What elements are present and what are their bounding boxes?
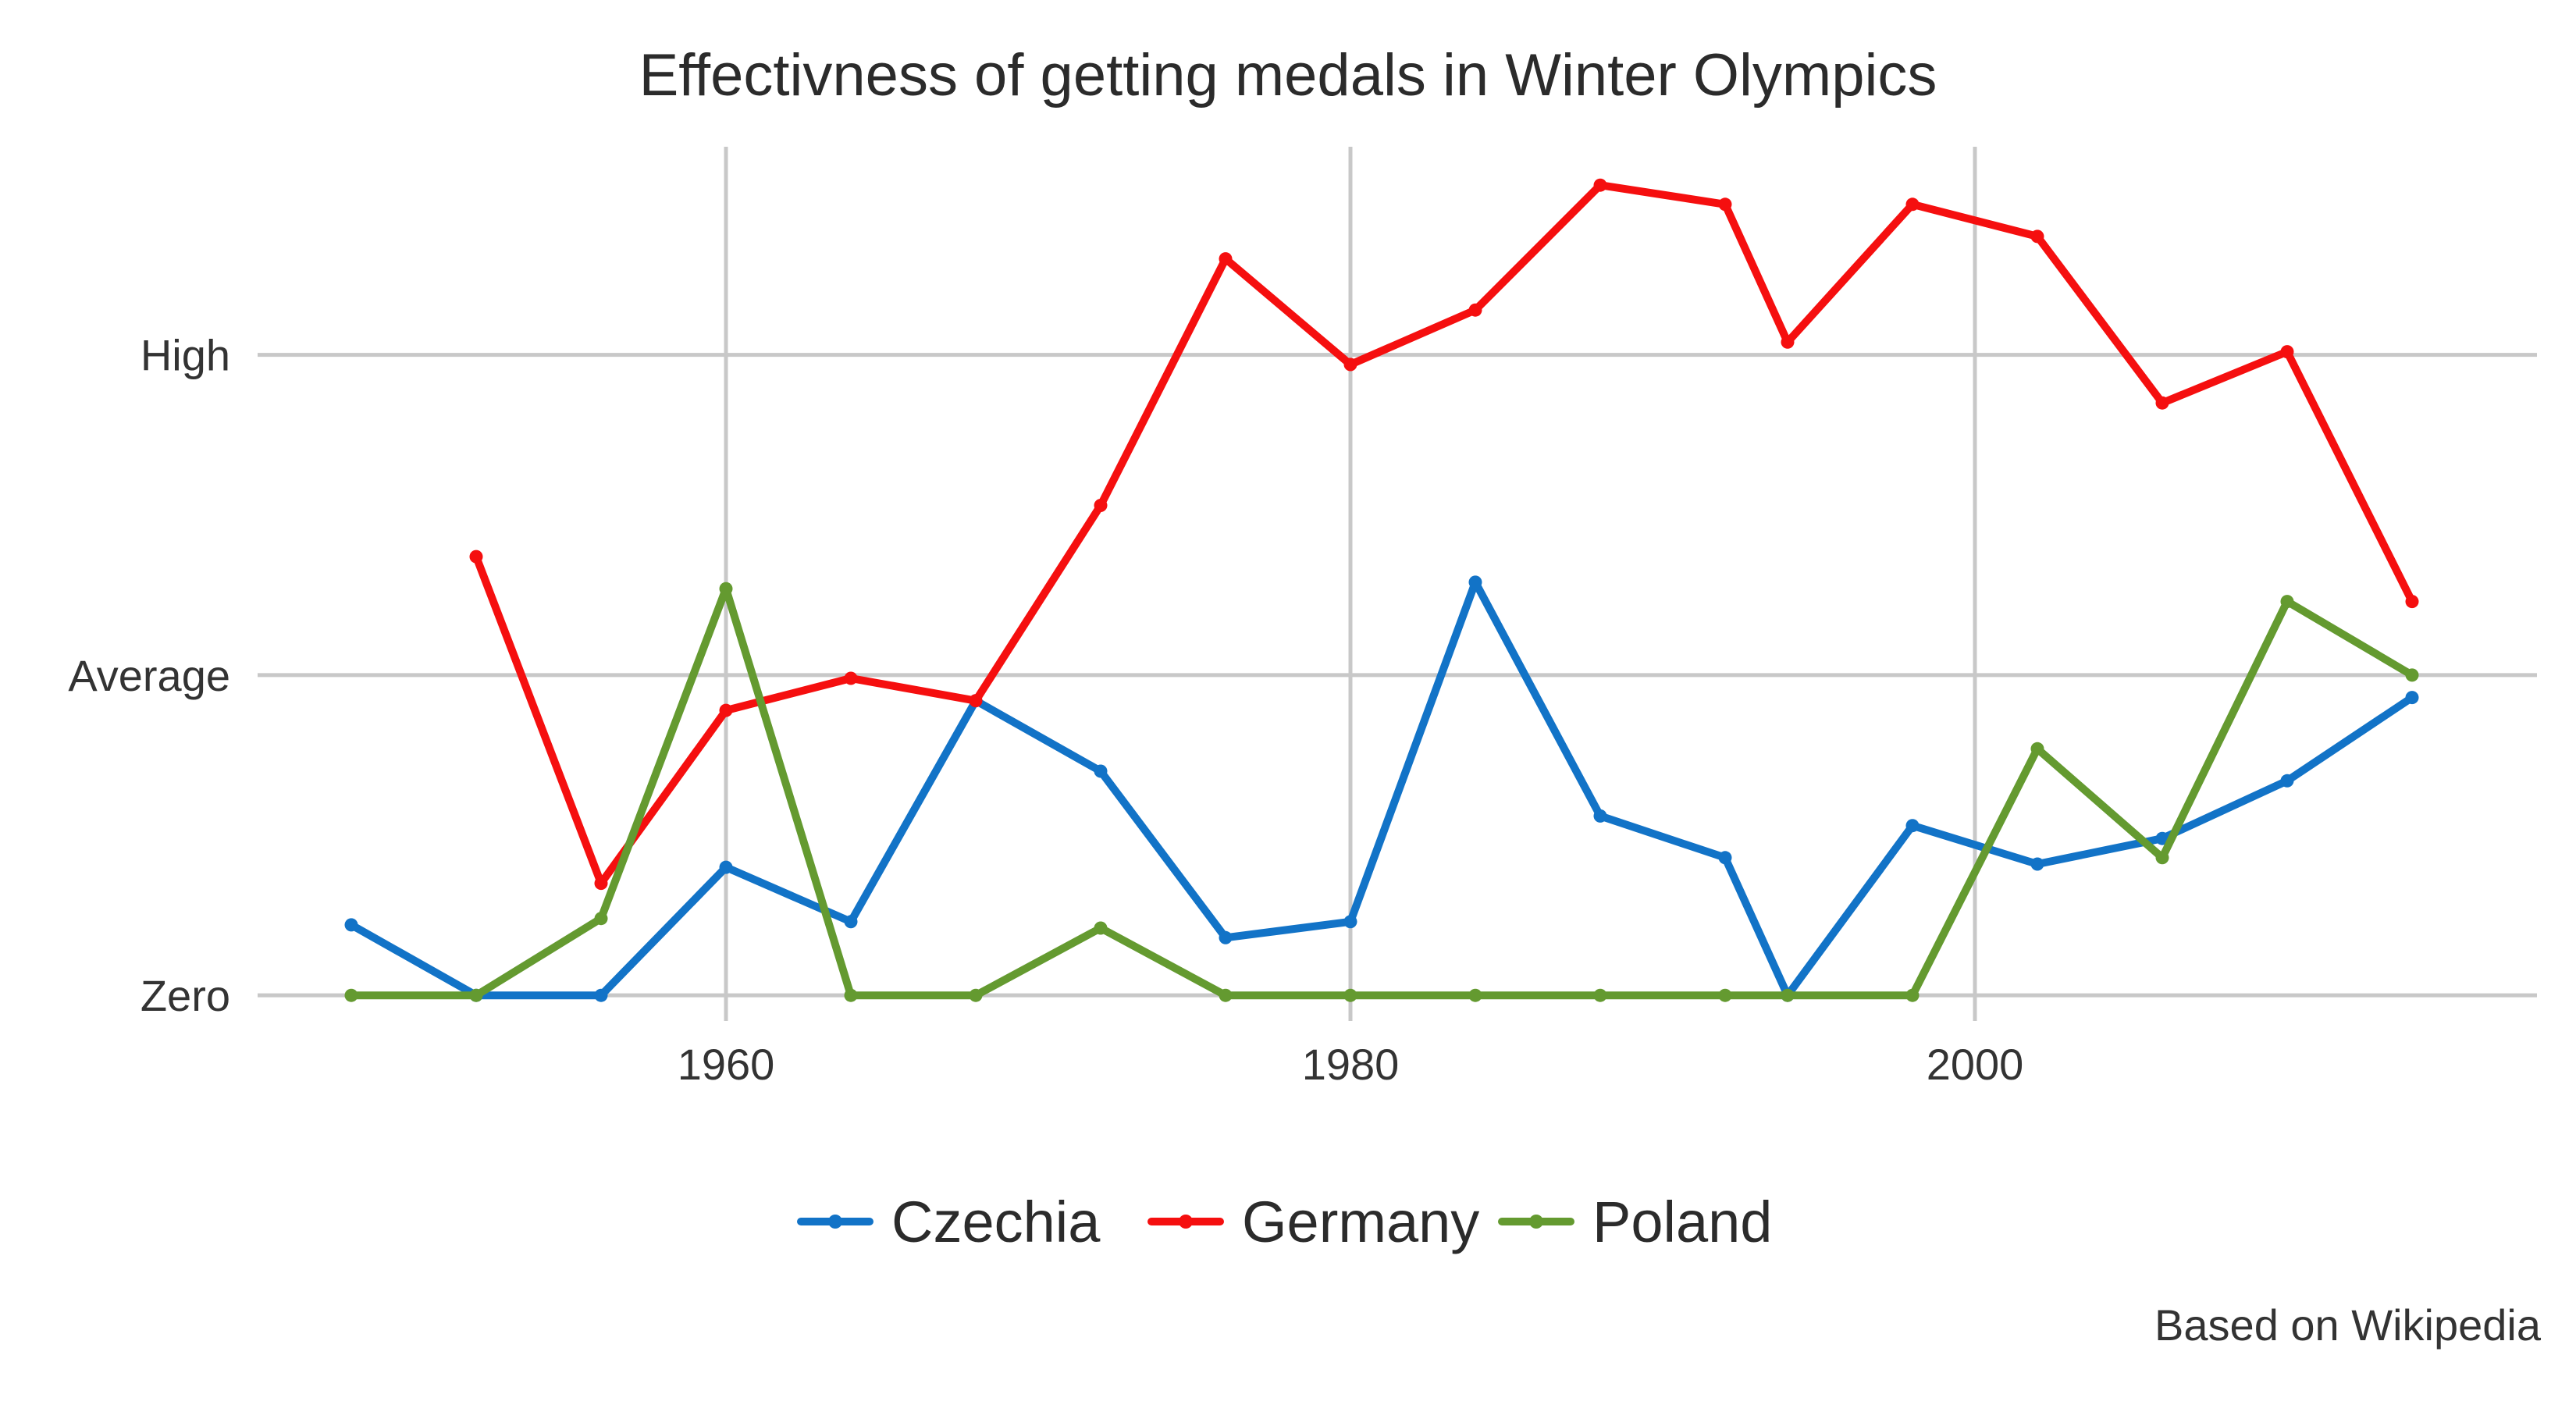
data-point-germany	[1343, 357, 1357, 372]
data-point-germany	[719, 703, 733, 717]
x-axis-tick-labels: 1960 1980 2000	[678, 1040, 2024, 1089]
data-point-germany	[2405, 595, 2419, 609]
data-point-poland	[2280, 595, 2294, 609]
legend-item-poland: Poland	[1498, 1190, 1772, 1254]
data-point-poland	[1094, 921, 1108, 935]
data-point-germany	[2280, 345, 2294, 359]
data-point-poland	[1468, 988, 1482, 1002]
legend-item-czechia: Czechia	[797, 1190, 1101, 1254]
data-point-germany	[969, 694, 983, 708]
data-point-poland	[1718, 988, 1732, 1002]
data-point-czechia	[1219, 930, 1233, 944]
data-point-poland	[2405, 668, 2419, 682]
data-point-germany	[2155, 396, 2169, 410]
data-point-czechia	[1468, 575, 1482, 589]
data-point-czechia	[1718, 851, 1732, 865]
data-point-poland	[344, 988, 358, 1002]
data-point-czechia	[1905, 819, 1920, 833]
y-tick-label: High	[141, 331, 230, 380]
data-point-poland	[469, 988, 483, 1002]
data-point-czechia	[1094, 764, 1108, 778]
chart-caption: Based on Wikipedia	[2154, 1300, 2542, 1350]
legend: Czechia Germany Poland	[797, 1190, 1772, 1254]
y-tick-label: Average	[68, 651, 230, 700]
data-point-czechia	[2280, 774, 2294, 788]
chart-title: Effectivness of getting medals in Winter…	[639, 42, 1937, 108]
data-point-czechia	[594, 988, 608, 1002]
series-germany	[469, 178, 2419, 891]
data-point-germany	[469, 550, 483, 564]
data-point-germany	[1781, 335, 1795, 349]
data-point-poland	[1219, 988, 1233, 1002]
data-series	[344, 178, 2419, 1002]
data-point-poland	[719, 582, 733, 596]
data-point-czechia	[2155, 831, 2169, 845]
legend-label-czechia: Czechia	[891, 1190, 1101, 1254]
y-tick-label: Zero	[141, 971, 230, 1020]
data-point-czechia	[844, 915, 858, 929]
data-point-poland	[844, 988, 858, 1002]
data-point-poland	[969, 988, 983, 1002]
data-point-czechia	[2030, 857, 2044, 871]
grid-lines	[258, 147, 2537, 1021]
data-point-germany	[1094, 499, 1108, 512]
legend-label-poland: Poland	[1592, 1190, 1772, 1254]
data-point-czechia	[1343, 915, 1357, 929]
data-point-czechia	[2405, 691, 2419, 705]
data-point-czechia	[344, 918, 358, 932]
data-point-germany	[1718, 197, 1732, 212]
legend-item-germany: Germany	[1147, 1190, 1479, 1254]
data-point-poland	[1593, 988, 1607, 1002]
y-axis-tick-labels: Zero Average High	[68, 331, 230, 1021]
x-tick-label: 1960	[678, 1040, 775, 1089]
series-line-germany	[472, 181, 2416, 887]
data-point-poland	[594, 912, 608, 926]
legend-label-germany: Germany	[1242, 1190, 1479, 1254]
x-tick-label: 2000	[1927, 1040, 2024, 1089]
data-point-czechia	[719, 860, 733, 874]
data-point-germany	[1905, 197, 1920, 212]
legend-key-point-germany	[1179, 1215, 1193, 1229]
data-point-germany	[1593, 178, 1607, 192]
data-point-germany	[594, 877, 608, 891]
series-czechia	[344, 575, 2419, 1002]
x-tick-label: 1980	[1302, 1040, 1400, 1089]
data-point-germany	[1219, 252, 1233, 266]
data-point-czechia	[1593, 809, 1607, 823]
data-point-poland	[1905, 988, 1920, 1002]
legend-key-point-poland	[1529, 1215, 1543, 1229]
data-point-poland	[2155, 851, 2169, 865]
data-point-poland	[2030, 742, 2044, 756]
data-point-germany	[1468, 303, 1482, 317]
series-line-poland	[347, 585, 2416, 1000]
data-point-germany	[2030, 229, 2044, 244]
data-point-poland	[1781, 988, 1795, 1002]
data-point-poland	[1343, 988, 1357, 1002]
series-poland	[344, 582, 2419, 1002]
series-line-czechia	[347, 578, 2416, 1000]
legend-key-point-czechia	[828, 1215, 842, 1229]
data-point-germany	[844, 671, 858, 685]
